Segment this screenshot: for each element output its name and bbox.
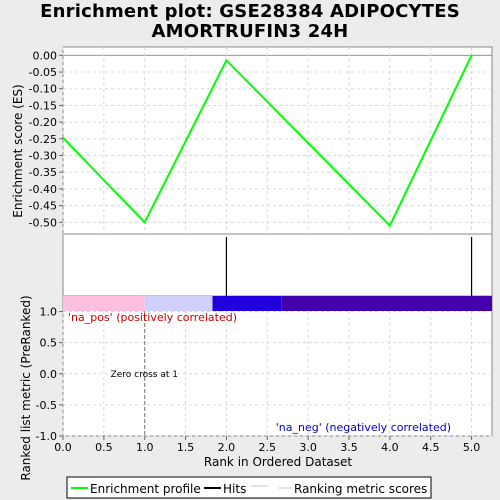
es-y-tick-label: -0.25 xyxy=(29,133,57,146)
x-tick-label: 2.0 xyxy=(218,441,236,454)
zero-cross-label: Zero cross at 1 xyxy=(111,370,178,380)
es-y-tick-label: -0.40 xyxy=(29,183,57,196)
color-bar-segment xyxy=(212,296,282,311)
enrichment-profile-point xyxy=(143,221,146,224)
ranked-color-bar xyxy=(63,296,492,311)
es-panel-background xyxy=(62,46,493,235)
legend-hits-label: Hits xyxy=(223,482,246,496)
metric-y-tick-label: 0.5 xyxy=(40,337,58,350)
chart-title: Enrichment plot: GSE28384 ADIPOCYTES AMO… xyxy=(0,2,500,42)
neg-correlated-label: 'na_neg' (negatively correlated) xyxy=(276,421,451,434)
x-tick-label: 2.5 xyxy=(259,441,277,454)
metric-y-tick-label: -1.0 xyxy=(36,430,57,443)
color-bar-segment xyxy=(144,296,213,311)
es-y-tick-label: -0.35 xyxy=(29,166,57,179)
es-y-axis-label: Enrichment score (ES) xyxy=(11,84,25,217)
x-tick-label: 0.0 xyxy=(54,441,72,454)
color-bar-segment xyxy=(281,296,492,311)
x-tick-label: 0.5 xyxy=(95,441,113,454)
legend-box xyxy=(66,476,432,499)
es-grid xyxy=(62,47,492,234)
enrichment-profile-point xyxy=(62,136,64,139)
metric-y-tick-label: 1.0 xyxy=(40,306,58,319)
es-y-tick-label: -0.30 xyxy=(29,150,57,163)
es-y-tick-label: -0.15 xyxy=(29,99,57,112)
metric-y-ticks: 1.0 0.5 0.0 -0.5 -1.0 xyxy=(36,306,63,443)
legend-enrichment-label: Enrichment profile xyxy=(90,482,201,496)
es-y-tick-label: -0.10 xyxy=(29,83,57,96)
hits-panel-background xyxy=(62,233,493,297)
x-tick-label: 1.0 xyxy=(136,441,154,454)
enrichment-profile xyxy=(62,54,473,228)
x-tick-label: 4.0 xyxy=(381,441,399,454)
es-y-tick-label: -0.05 xyxy=(29,66,57,79)
x-ticks: 0.0 0.5 1.0 1.5 2.0 2.5 3.0 3.5 4.0 4.5 5.0 xyxy=(54,436,480,454)
metric-panel-background xyxy=(62,295,493,437)
x-axis-label: Rank in Ordered Dataset xyxy=(204,455,352,469)
color-bar-segment xyxy=(63,296,145,311)
enrichment-profile-point xyxy=(225,59,228,62)
es-y-tick-label: -0.20 xyxy=(29,116,57,129)
es-y-ticks: 0.00 -0.05 -0.10 -0.15 -0.20 -0.25 -0.30 -0.35 -… xyxy=(29,49,63,229)
chart-title-line-1: Enrichment plot: GSE28384 ADIPOCYTES xyxy=(40,1,460,22)
pos-correlated-label: 'na_pos' (positively correlated) xyxy=(68,311,237,324)
metric-y-axis-label: Ranked list metric (PreRanked) xyxy=(19,295,33,480)
enrichment-profile-point xyxy=(470,54,473,57)
x-tick-label: 3.5 xyxy=(340,441,358,454)
x-tick-label: 5.0 xyxy=(463,441,481,454)
metric-y-tick-label: 0.0 xyxy=(40,368,58,381)
legend-metric-label: Ranking metric scores xyxy=(294,482,427,496)
x-tick-label: 1.5 xyxy=(177,441,195,454)
es-y-tick-label: -0.45 xyxy=(29,200,57,213)
es-y-tick-label: 0.00 xyxy=(33,49,58,62)
x-tick-label: 3.0 xyxy=(299,441,317,454)
es-y-tick-label: -0.50 xyxy=(29,216,57,229)
enrichment-profile-point xyxy=(388,224,391,227)
hit-markers xyxy=(225,237,473,296)
x-tick-label: 4.5 xyxy=(422,441,440,454)
chart-title-line-2: AMORTRUFIN3 24H xyxy=(151,21,349,42)
metric-y-tick-label: -0.5 xyxy=(36,399,57,412)
